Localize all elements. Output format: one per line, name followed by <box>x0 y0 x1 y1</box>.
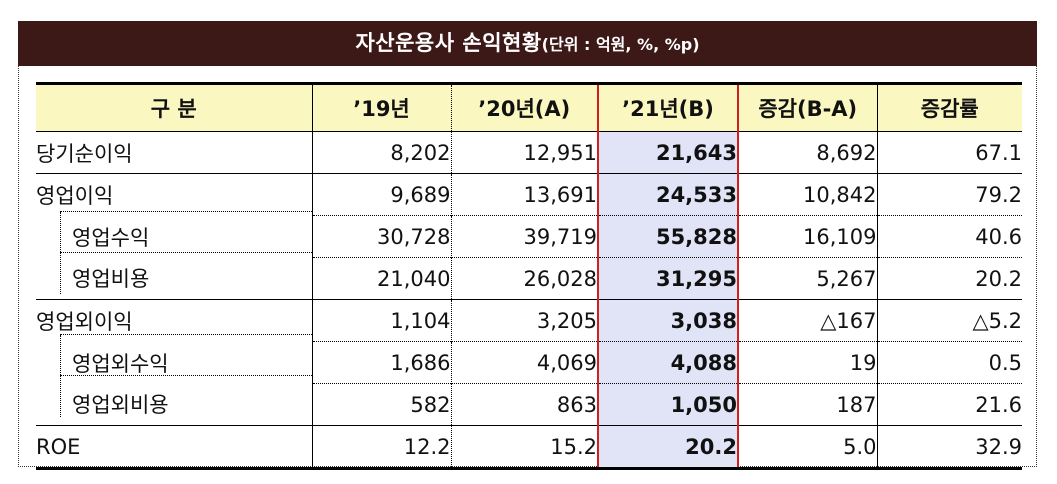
row-label: 영업외수익 <box>36 341 313 384</box>
table-row: 영업외수익 1,686 4,069 4,088 19 0.5 <box>36 341 1022 384</box>
cell-change-rate: 20.2 <box>877 257 1022 300</box>
header-row: 구 분 ’19년 ’20년(A) ’21년(B) 증감(B-A) 증감률 <box>36 82 1022 132</box>
cell-2021: 24,533 <box>597 173 739 216</box>
header-2019: ’19년 <box>312 82 452 132</box>
cell-2019: 21,040 <box>312 257 452 300</box>
cell-change: 8,692 <box>738 131 878 174</box>
cell-change: 5,267 <box>738 257 878 300</box>
header-category: 구 분 <box>36 82 313 132</box>
cell-2021: 31,295 <box>597 257 739 300</box>
sub-row-divider <box>60 252 312 253</box>
header-2021: ’21년(B) <box>597 82 739 132</box>
cell-2019: 9,689 <box>312 173 452 216</box>
indent-guide <box>60 335 61 417</box>
cell-2019: 1,104 <box>312 299 452 342</box>
cell-change-rate: △5.2 <box>877 299 1022 342</box>
cell-2020: 13,691 <box>451 173 598 216</box>
header-change: 증감(B-A) <box>738 82 878 132</box>
table-row: ROE 12.2 15.2 20.2 5.0 32.9 <box>36 425 1022 470</box>
cell-2021: 20.2 <box>597 425 739 470</box>
cell-2019: 30,728 <box>312 215 452 258</box>
cell-change: △167 <box>738 299 878 342</box>
cell-2019: 8,202 <box>312 131 452 174</box>
cell-2021: 3,038 <box>597 299 739 342</box>
cell-2019: 1,686 <box>312 341 452 384</box>
table-title-bar: 자산운용사 손익현황(단위 : 억원, %, %p) <box>18 21 1037 66</box>
cell-change-rate: 79.2 <box>877 173 1022 216</box>
cell-2020: 4,069 <box>451 341 598 384</box>
sub-row-divider <box>60 334 312 335</box>
cell-2021: 4,088 <box>597 341 739 384</box>
profit-loss-table: 구 분 ’19년 ’20년(A) ’21년(B) 증감(B-A) 증감률 당기순… <box>36 82 1022 470</box>
cell-change-rate: 21.6 <box>877 383 1022 426</box>
cell-change-rate: 40.6 <box>877 215 1022 258</box>
row-label: 영업수익 <box>36 215 313 258</box>
table-row: 영업외이익 1,104 3,205 3,038 △167 △5.2 <box>36 299 1022 342</box>
cell-2020: 3,205 <box>451 299 598 342</box>
table-row: 당기순이익 8,202 12,951 21,643 8,692 67.1 <box>36 131 1022 174</box>
cell-change-rate: 0.5 <box>877 341 1022 384</box>
table-row: 영업비용 21,040 26,028 31,295 5,267 20.2 <box>36 257 1022 300</box>
cell-2020: 26,028 <box>451 257 598 300</box>
cell-change: 187 <box>738 383 878 426</box>
cell-2021: 55,828 <box>597 215 739 258</box>
cell-change-rate: 32.9 <box>877 425 1022 470</box>
cell-2021: 1,050 <box>597 383 739 426</box>
table-row: 영업수익 30,728 39,719 55,828 16,109 40.6 <box>36 215 1022 258</box>
row-label: ROE <box>36 425 313 470</box>
cell-2021: 21,643 <box>597 131 739 174</box>
row-label: 당기순이익 <box>36 131 313 174</box>
table-row: 영업이익 9,689 13,691 24,533 10,842 79.2 <box>36 173 1022 216</box>
cell-change: 5.0 <box>738 425 878 470</box>
header-change-rate: 증감률 <box>877 82 1022 132</box>
row-label: 영업외이익 <box>36 299 313 342</box>
cell-2020: 863 <box>451 383 598 426</box>
row-label: 영업비용 <box>36 257 313 300</box>
cell-change-rate: 67.1 <box>975 140 1022 165</box>
header-2020: ’20년(A) <box>451 82 598 132</box>
sub-row-divider <box>60 211 312 212</box>
sub-row-divider <box>60 375 312 376</box>
indent-guide <box>60 212 61 294</box>
cell-change: 19 <box>738 341 878 384</box>
cell-change: 16,109 <box>738 215 878 258</box>
table-title: 자산운용사 손익현황 <box>355 31 542 55</box>
table-row: 영업외비용 582 863 1,050 187 21.6 <box>36 383 1022 426</box>
cell-2020: 15.2 <box>451 425 598 470</box>
cell-change: 10,842 <box>738 173 878 216</box>
row-label: 영업외비용 <box>36 383 313 426</box>
row-label: 영업이익 <box>36 173 313 216</box>
unit-note: (단위 : 억원, %, %p) <box>541 35 700 54</box>
cell-2019: 582 <box>312 383 452 426</box>
cell-2020: 12,951 <box>523 140 597 165</box>
cell-2020: 39,719 <box>451 215 598 258</box>
cell-2019: 12.2 <box>312 425 452 470</box>
